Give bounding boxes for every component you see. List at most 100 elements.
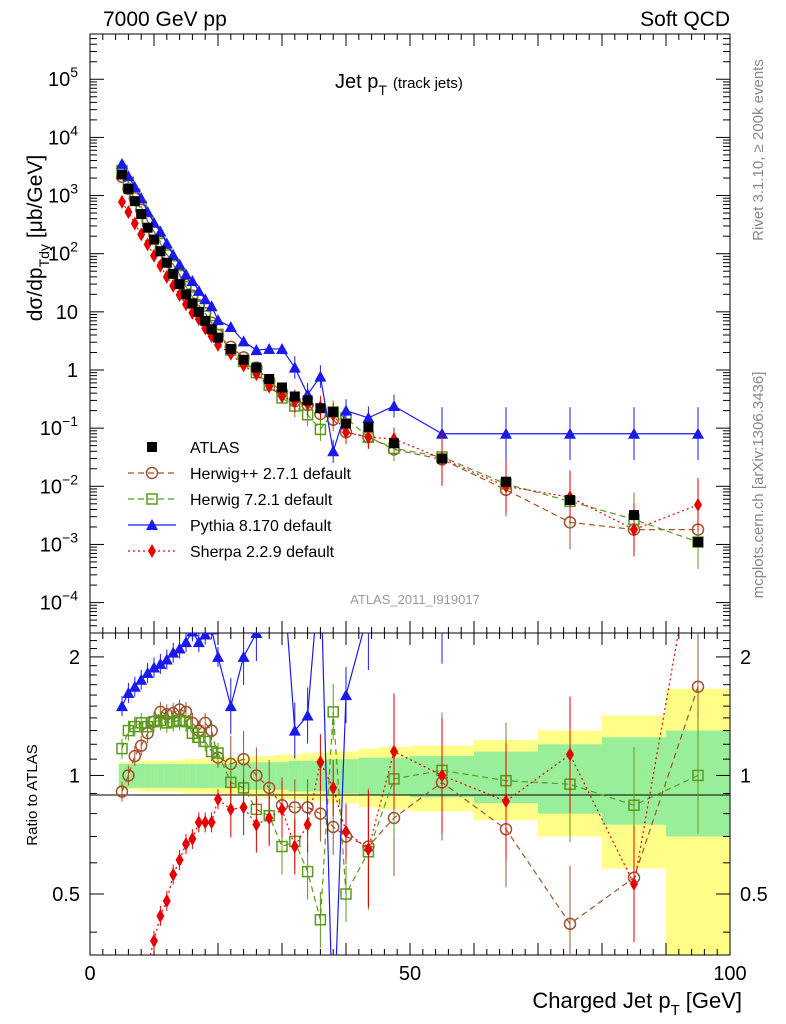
point-pythia-8 (692, 427, 704, 439)
ratio-point-herwig-7 (129, 720, 141, 733)
point-sherpa (278, 389, 286, 404)
ratio-point-sherpa (265, 810, 274, 825)
point-pythia-8 (388, 400, 400, 412)
x-tick-label: 50 (399, 963, 421, 985)
ratio-point-pythia-8 (205, 633, 218, 635)
ratio-point-sherpa (162, 893, 171, 908)
plot-title-sub: T (378, 82, 387, 98)
point-pythia-8 (250, 344, 263, 356)
ratio-point-herwig-7 (173, 714, 186, 727)
point-pythia-8 (340, 404, 352, 416)
ratio-point-pythia-8 (340, 689, 352, 701)
point-atlas (565, 495, 575, 506)
ratio-point-pythia-8 (224, 700, 237, 712)
x-axis-title: Charged Jet pT [GeV] (532, 988, 742, 1019)
ratio-point-sherpa (182, 836, 190, 851)
ratio-point-sherpa (239, 800, 248, 815)
analysis-label: ATLAS_2011_I919017 (350, 592, 480, 607)
y-tick-label-main: 105 (48, 64, 78, 91)
y-tick-label-ratio-right: 0.5 (740, 884, 768, 906)
x-tick-label: 0 (84, 963, 95, 985)
ratio-point-sherpa (175, 852, 184, 867)
ratio-series-sherpa (137, 633, 679, 1006)
band-green (170, 763, 177, 788)
point-pythia-8 (154, 225, 167, 237)
ratio-point-pythia-8 (301, 709, 314, 721)
band-green (189, 763, 196, 788)
band-green (301, 760, 315, 792)
point-pythia-8 (288, 361, 301, 373)
point-atlas (123, 183, 134, 194)
point-sherpa (630, 522, 638, 537)
ratio-y-axis-title: Ratio to ATLAS (24, 744, 41, 845)
ratio-point-pythia-8 (154, 657, 167, 669)
y-tick-label-main: 104 (48, 122, 78, 149)
y-tick-mantissa: 10 (48, 69, 70, 91)
band-green (208, 763, 216, 788)
point-atlas (213, 332, 223, 343)
point-pythia-8 (173, 258, 186, 270)
point-atlas (302, 395, 313, 406)
ratio-point-sherpa (188, 831, 197, 846)
band-green (157, 763, 164, 788)
ratio-point-pythia-8 (167, 646, 180, 658)
legend-label-sherpa: Sherpa 2.2.9 default (190, 544, 335, 561)
y-tick-mantissa: 10 (40, 593, 62, 615)
ratio-point-sherpa (194, 815, 203, 830)
ratio-point-pythia-8 (362, 606, 374, 617)
ratio-point-sherpa (169, 867, 178, 882)
point-pythia-8 (116, 157, 128, 169)
point-atlas (117, 169, 127, 180)
point-atlas (501, 476, 511, 487)
y-tick-label-main: 10−4 (40, 588, 78, 615)
ratio-point-herwig- (198, 716, 212, 730)
ratio-point-sherpa (290, 839, 299, 854)
y-tick-mantissa: 10 (56, 302, 78, 324)
ratio-series-pythia-8 (116, 38, 704, 955)
point-pythia-8 (314, 370, 327, 382)
x-tick-label: 100 (713, 963, 746, 985)
point-atlas (181, 289, 191, 300)
point-atlas (225, 343, 236, 354)
point-atlas (174, 279, 185, 290)
legend-marker-herwig- (145, 466, 159, 480)
band-green (275, 762, 289, 790)
y-tick-mantissa: 10 (48, 186, 70, 208)
ratio-point-sherpa (137, 992, 145, 1006)
point-atlas (149, 234, 159, 245)
ratio-point-pythia-8 (263, 576, 275, 587)
point-atlas (129, 196, 140, 207)
energy-label: 7000 GeV pp (103, 8, 227, 31)
y-tick-label-main: 10−1 (40, 413, 78, 440)
point-sherpa (694, 497, 702, 512)
ratio-point-herwig- (115, 785, 129, 798)
point-atlas (693, 537, 703, 548)
point-atlas (289, 391, 300, 402)
ratio-point-herwig- (250, 769, 263, 782)
point-sherpa (130, 216, 139, 231)
point-atlas (389, 438, 399, 449)
plot-title-suffix: (track jets) (393, 75, 463, 92)
band-green (214, 763, 225, 788)
point-pythia-8 (167, 248, 180, 260)
legend-label-herwig-: Herwig++ 2.7.1 default (190, 466, 352, 483)
point-pythia-8 (186, 274, 199, 286)
ratio-point-sherpa (316, 755, 325, 770)
band-green (195, 763, 203, 788)
ratio-point-pythia-8 (628, 219, 640, 230)
ratio-point-pythia-8 (692, 38, 704, 49)
y-tick-mantissa: 10 (40, 418, 62, 440)
band-green (131, 763, 139, 788)
band-green (358, 757, 379, 796)
ratio-point-herwig-7 (628, 799, 640, 812)
ratio-point-sherpa (150, 933, 158, 948)
point-sherpa (364, 430, 373, 445)
legend: ATLAS Herwig++ 2.7.1 default Herwig 7.2.1 … (128, 440, 352, 561)
y-tick-label-ratio-left: 0.5 (52, 884, 80, 906)
ratio-point-pythia-8 (135, 673, 148, 685)
point-pythia-8 (263, 342, 276, 354)
point-pythia-8 (192, 284, 205, 296)
y-axis-title-units: [μb/GeV] (24, 155, 47, 238)
ratio-point-herwig-7 (301, 865, 314, 878)
point-atlas (238, 354, 249, 365)
